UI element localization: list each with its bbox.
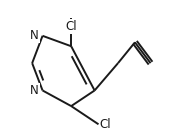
Text: Cl: Cl: [100, 118, 112, 131]
Text: N: N: [30, 29, 39, 42]
Text: Cl: Cl: [65, 20, 77, 33]
Text: N: N: [30, 84, 39, 97]
